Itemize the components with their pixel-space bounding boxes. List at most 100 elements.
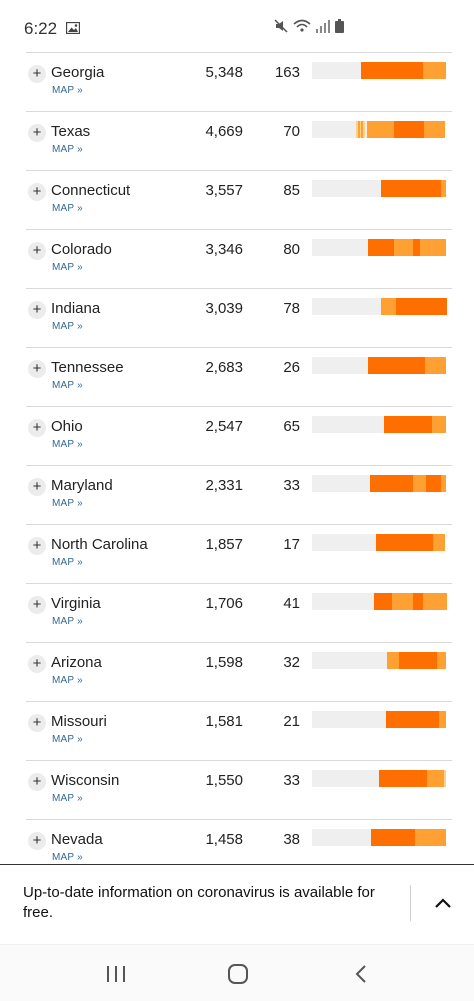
sparkbar-segment [351, 357, 354, 374]
sparkbar-segment [436, 298, 439, 315]
sparkbar-segment [379, 180, 381, 197]
expand-row-button[interactable]: + [28, 832, 46, 850]
sparkbar-segment [314, 829, 317, 846]
sparkbar-segment [439, 121, 442, 138]
sparkbar-segment [415, 770, 418, 787]
sparkbar-segment [355, 416, 357, 433]
sparkbar-segment [349, 298, 352, 315]
expand-row-button[interactable]: + [28, 360, 46, 378]
sparkbar-segment [424, 357, 427, 374]
table-row[interactable]: + North Carolina MAP » 1,857 17 [26, 524, 452, 583]
cases-count: 1,550 [205, 772, 243, 789]
sparkbar-segment [397, 829, 399, 846]
coronavirus-info-banner[interactable]: Up-to-date information on coronavirus is… [0, 864, 474, 945]
sparkbar-segment [419, 711, 422, 728]
sparkbar-segment [421, 121, 424, 138]
table-row[interactable]: + Indiana MAP » 3,039 78 [26, 288, 452, 347]
sparkbar-segment [439, 475, 442, 492]
map-link[interactable]: MAP » [52, 144, 83, 155]
state-name: Missouri [51, 713, 107, 730]
sparkbar-segment [384, 357, 387, 374]
map-link[interactable]: MAP » [52, 734, 83, 745]
sparkbar-segment [329, 239, 332, 256]
sparkbar-segment [397, 652, 399, 669]
table-row[interactable]: + Maryland MAP » 2,331 33 [26, 465, 452, 524]
cases-count: 2,547 [205, 418, 243, 435]
expand-row-button[interactable]: + [28, 242, 46, 260]
expand-row-button[interactable]: + [28, 183, 46, 201]
map-link[interactable]: MAP » [52, 675, 83, 686]
sparkbar-segment [319, 534, 322, 551]
table-row[interactable]: + Wisconsin MAP » 1,550 33 [26, 760, 452, 819]
home-icon[interactable] [226, 963, 250, 985]
cases-count: 1,598 [205, 654, 243, 671]
sparkbar-segment [326, 829, 329, 846]
deaths-count: 78 [283, 300, 300, 317]
expand-row-button[interactable]: + [28, 596, 46, 614]
sparkbar-segment [385, 121, 387, 138]
table-row[interactable]: + Georgia MAP » 5,348 163 [26, 52, 452, 111]
table-row[interactable]: + Connecticut MAP » 3,557 85 [26, 170, 452, 229]
map-link[interactable]: MAP » [52, 203, 83, 214]
chevron-up-icon[interactable] [431, 893, 455, 913]
expand-row-button[interactable]: + [28, 419, 46, 437]
sparkbar-segment [333, 121, 336, 138]
map-link[interactable]: MAP » [52, 793, 83, 804]
sparkbar-segment [375, 593, 377, 610]
expand-row-button[interactable]: + [28, 65, 46, 83]
sparkbar-segment [356, 593, 359, 610]
sparkbar-segment [325, 652, 328, 669]
map-link[interactable]: MAP » [52, 616, 83, 627]
map-link[interactable]: MAP » [52, 85, 83, 96]
recent-apps-icon[interactable] [104, 963, 128, 985]
sparkbar-segment [325, 475, 327, 492]
sparkbar-segment [329, 770, 332, 787]
table-row[interactable]: + Missouri MAP » 1,581 21 [26, 701, 452, 760]
expand-row-button[interactable]: + [28, 773, 46, 791]
sparkbar-segment [343, 298, 345, 315]
expand-row-button[interactable]: + [28, 301, 46, 319]
table-row[interactable]: + Texas MAP » 4,669 70 [26, 111, 452, 170]
table-row[interactable]: + Arizona MAP » 1,598 32 [26, 642, 452, 701]
map-link[interactable]: MAP » [52, 439, 83, 450]
sparkbar-segment [347, 652, 349, 669]
sparkbar-segment [384, 298, 386, 315]
table-row[interactable]: + Ohio MAP » 2,547 65 [26, 406, 452, 465]
map-link[interactable]: MAP » [52, 557, 83, 568]
sparkbar-segment [419, 357, 422, 374]
expand-row-button[interactable]: + [28, 655, 46, 673]
sparkbar-segment [320, 357, 322, 374]
sparkbar-segment [348, 652, 351, 669]
table-row[interactable]: + Tennessee MAP » 2,683 26 [26, 347, 452, 406]
sparkbar-segment [398, 534, 400, 551]
sparkbar-segment [323, 829, 326, 846]
sparkbar-segment [391, 180, 393, 197]
sparkbar-segment [441, 475, 443, 492]
sparkbar-segment [430, 298, 432, 315]
sparkbar-segment [408, 298, 411, 315]
sparkbar-segment [439, 770, 442, 787]
sparkbar-segment [364, 62, 366, 79]
expand-row-button[interactable]: + [28, 714, 46, 732]
map-link[interactable]: MAP » [52, 262, 83, 273]
sparkbar-segment [329, 593, 331, 610]
table-row[interactable]: + Virginia MAP » 1,706 41 [26, 583, 452, 642]
sparkbar-segment [423, 593, 425, 610]
sparkbar-segment [403, 652, 406, 669]
table-row[interactable]: + Nevada MAP » 1,458 38 [26, 819, 452, 878]
sparkbar-segment [339, 121, 342, 138]
map-link[interactable]: MAP » [52, 321, 83, 332]
sparkbar-segment [436, 62, 439, 79]
back-icon[interactable] [350, 963, 374, 985]
expand-row-button[interactable]: + [28, 124, 46, 142]
sparkbar-segment [395, 62, 397, 79]
sparkbar-segment [437, 593, 439, 610]
sparkbar-segment [429, 239, 432, 256]
map-link[interactable]: MAP » [52, 852, 83, 863]
map-link[interactable]: MAP » [52, 380, 83, 391]
expand-row-button[interactable]: + [28, 478, 46, 496]
table-row[interactable]: + Colorado MAP » 3,346 80 [26, 229, 452, 288]
map-link[interactable]: MAP » [52, 498, 83, 509]
expand-row-button[interactable]: + [28, 537, 46, 555]
sparkbar-segment [439, 711, 441, 728]
